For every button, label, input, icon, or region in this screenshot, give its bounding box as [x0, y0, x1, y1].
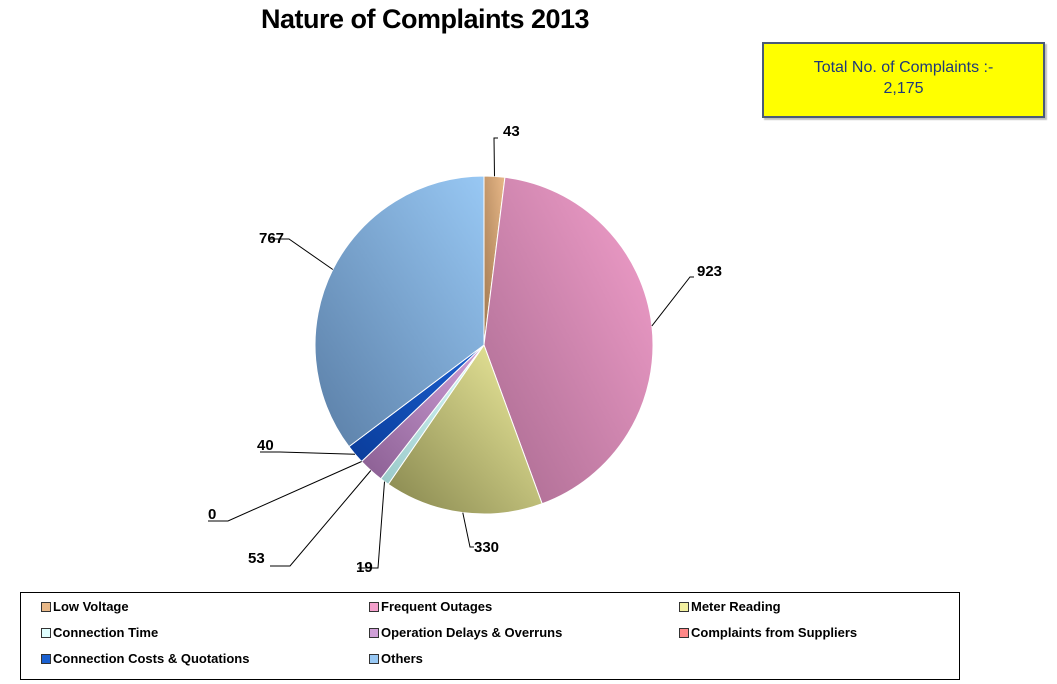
data-label-complaints-from-suppliers: 0	[208, 506, 216, 523]
legend-label-meter-reading: Meter Reading	[691, 599, 781, 614]
legend-swatch-operation-delays-overruns	[369, 628, 379, 638]
legend-label-connection-time: Connection Time	[53, 625, 159, 640]
legend-item-connection-costs-quotations: Connection Costs & Quotations	[41, 651, 249, 667]
data-label-operation-delays-overruns: 53	[248, 550, 265, 567]
leader-line-operation-delays-overruns	[270, 470, 372, 567]
legend-label-others: Others	[381, 651, 423, 666]
legend-swatch-low-voltage	[41, 602, 51, 612]
legend-item-operation-delays-overruns: Operation Delays & Overruns	[369, 625, 562, 641]
pie-slice-others	[314, 175, 485, 448]
legend-swatch-connection-costs-quotations	[41, 654, 51, 664]
legend-swatch-connection-time	[41, 628, 51, 638]
legend-item-complaints-from-suppliers: Complaints from Suppliers	[679, 625, 857, 641]
legend-label-low-voltage: Low Voltage	[53, 599, 129, 614]
legend-item-frequent-outages: Frequent Outages	[369, 599, 492, 615]
legend-item-meter-reading: Meter Reading	[679, 599, 781, 615]
leader-line-low-voltage	[493, 137, 498, 177]
legend-label-operation-delays-overruns: Operation Delays & Overruns	[381, 625, 563, 640]
chart-title: Nature of Complaints 2013	[260, 4, 590, 34]
legend-swatch-meter-reading	[679, 602, 689, 612]
legend-swatch-others	[369, 654, 379, 664]
legend-label-complaints-from-suppliers: Complaints from Suppliers	[691, 625, 858, 640]
data-label-others: 767	[259, 230, 284, 247]
data-label-frequent-outages: 923	[697, 263, 722, 280]
data-label-low-voltage: 43	[503, 123, 520, 140]
leader-line-connection-costs-quotations	[260, 451, 356, 455]
data-label-connection-time: 19	[356, 559, 373, 576]
data-label-meter-reading: 330	[474, 539, 499, 556]
leader-line-connection-time	[358, 481, 385, 569]
leader-line-meter-reading	[462, 512, 474, 548]
leader-line-others	[269, 238, 334, 270]
total-complaints-label: Total No. of Complaints :-	[813, 59, 994, 76]
leader-line-frequent-outages	[651, 276, 694, 327]
data-label-connection-costs-quotations: 40	[257, 437, 274, 454]
pie-slice-meter-reading	[387, 343, 543, 515]
legend-label-connection-costs-quotations: Connection Costs & Quotations	[53, 651, 250, 666]
pie-chart: 43 923 330 19 53 0 40 767	[208, 123, 722, 576]
legend-swatch-frequent-outages	[369, 602, 379, 612]
chart-legend: Low Voltage Frequent Outages Meter Reading…	[20, 592, 960, 680]
legend-item-connection-time: Connection Time	[41, 625, 158, 641]
legend-swatch-complaints-from-suppliers	[679, 628, 689, 638]
total-complaints-box: Total No. of Complaints :- 2,175	[762, 42, 1045, 118]
legend-item-others: Others	[369, 651, 423, 667]
leader-line-complaints-from-suppliers	[208, 461, 362, 522]
legend-item-low-voltage: Low Voltage	[41, 599, 129, 615]
legend-label-frequent-outages: Frequent Outages	[381, 599, 493, 614]
total-complaints-value: 2,175	[883, 80, 924, 97]
